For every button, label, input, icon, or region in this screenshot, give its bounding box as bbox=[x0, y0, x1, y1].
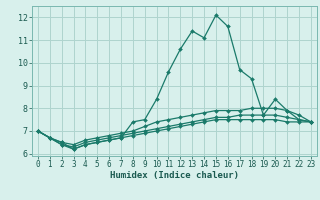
X-axis label: Humidex (Indice chaleur): Humidex (Indice chaleur) bbox=[110, 171, 239, 180]
